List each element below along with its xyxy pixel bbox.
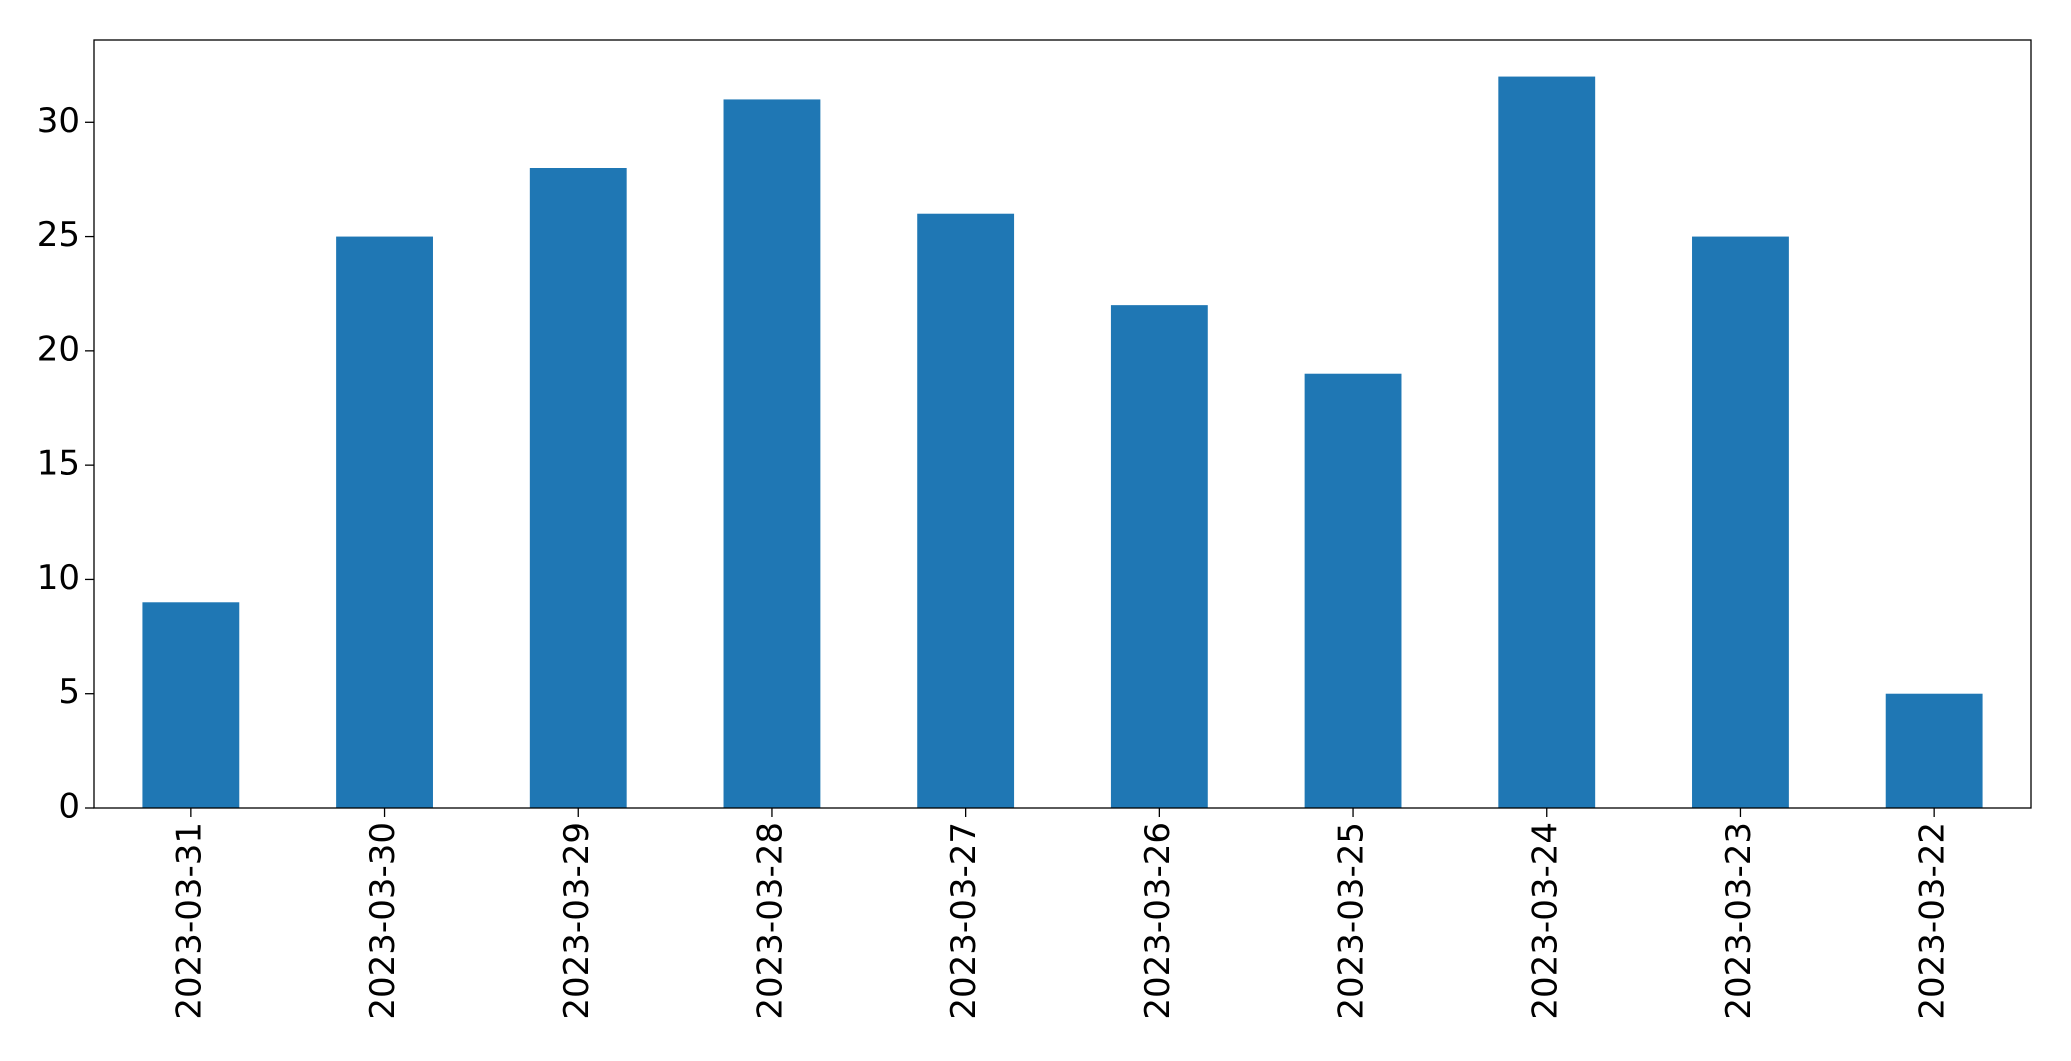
plot-frame <box>93 39 2032 809</box>
x-tick-label: 2023-03-22 <box>1913 822 1953 1020</box>
bar <box>1885 693 1983 808</box>
y-tick-label: 30 <box>37 101 80 141</box>
x-tick-label: 2023-03-26 <box>1138 822 1178 1020</box>
bar <box>917 213 1015 808</box>
bar <box>529 168 627 808</box>
y-tick-label: 20 <box>37 329 80 369</box>
x-tick-label: 2023-03-29 <box>557 822 597 1020</box>
bar <box>1692 236 1789 809</box>
x-tick-label: 2023-03-23 <box>1719 822 1759 1020</box>
bar <box>1110 305 1208 808</box>
y-tick-label: 15 <box>37 444 80 484</box>
bar <box>142 602 240 808</box>
y-tick-label: 10 <box>37 558 80 598</box>
x-tick-label: 2023-03-24 <box>1525 822 1565 1020</box>
x-tick-label: 2023-03-25 <box>1332 822 1372 1020</box>
y-tick-label: 25 <box>37 215 80 255</box>
y-tick-label: 0 <box>58 787 80 827</box>
y-tick-label: 5 <box>58 672 80 712</box>
x-tick-label: 2023-03-28 <box>750 822 790 1020</box>
x-tick-label: 2023-03-30 <box>363 822 403 1020</box>
bar <box>1304 373 1402 808</box>
x-tick-label: 2023-03-27 <box>944 822 984 1020</box>
bar <box>1498 76 1596 809</box>
bar <box>336 236 433 809</box>
x-tick-label: 2023-03-31 <box>169 822 209 1020</box>
bar <box>723 99 821 808</box>
